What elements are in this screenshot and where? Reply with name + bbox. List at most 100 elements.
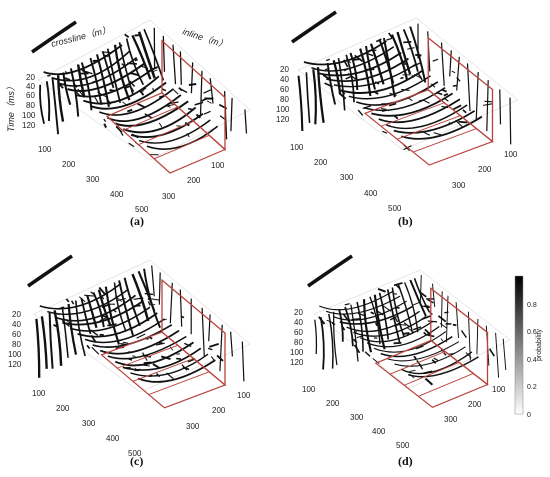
fault-segment — [444, 311, 449, 314]
fault-probability-volume — [307, 254, 511, 389]
fault-segment — [455, 119, 463, 128]
fault-streak — [123, 277, 141, 327]
fault-streak — [486, 80, 489, 132]
colorbar-tick: 0.4 — [527, 357, 537, 364]
fault-segment — [155, 342, 165, 346]
fault-trace — [77, 312, 158, 338]
time-tick: 20 — [280, 65, 289, 74]
fault-streak — [125, 38, 145, 86]
fault-segment — [86, 344, 91, 350]
fault-segment — [397, 323, 407, 326]
fault-segment — [377, 288, 386, 293]
fault-segment — [112, 309, 117, 313]
fault-segment — [126, 357, 133, 361]
fault-streak — [390, 34, 409, 81]
volume-edge — [313, 269, 421, 315]
fault-segment — [65, 298, 70, 303]
time-tick: 120 — [276, 115, 290, 124]
fault-segment — [104, 54, 109, 58]
fault-segment — [53, 323, 58, 328]
fault-streak — [326, 62, 337, 105]
fault-segment — [382, 130, 388, 134]
fault-streak — [27, 254, 73, 288]
fault-streak — [219, 324, 223, 372]
crossline-tick: 300 — [340, 173, 354, 182]
fault-segment — [367, 52, 374, 57]
fault-segment — [364, 105, 372, 109]
highlight-floor-rect — [363, 89, 494, 166]
fault-segment — [415, 345, 424, 350]
crossline-tick: 400 — [106, 434, 120, 443]
highlight-floor-rect — [105, 92, 227, 174]
fault-trace — [363, 86, 446, 112]
fault-segment — [318, 316, 326, 325]
fault-segment — [343, 59, 349, 68]
fault-segment — [134, 368, 141, 372]
highlight-grid-line — [154, 134, 210, 160]
fault-segment — [101, 314, 107, 318]
fault-segment — [144, 292, 154, 296]
fault-trace — [333, 63, 417, 88]
fault-segment — [407, 97, 413, 102]
fault-streak — [40, 316, 48, 369]
highlight-vertical-rect — [161, 39, 226, 151]
time-tick: 60 — [26, 91, 35, 100]
inline-tick: 200 — [478, 165, 492, 174]
fault-segment — [407, 47, 415, 50]
fault-segment — [424, 328, 432, 336]
fault-segment — [91, 346, 100, 355]
time-ticks: 20 40 60 80 100 120 — [8, 310, 22, 369]
fault-segment — [351, 318, 360, 321]
fault-segment — [431, 359, 437, 364]
fault-streak — [495, 332, 500, 378]
axis-ticks: 20 40 60 80 100 120 100 200 300 400 500 … — [8, 310, 251, 458]
crossline-tick: 300 — [82, 419, 96, 428]
fault-segment — [115, 295, 122, 302]
fault-segment — [326, 319, 334, 324]
colorbar-tick: 0 — [527, 412, 531, 419]
fault-segment — [423, 370, 433, 374]
time-tick: 60 — [280, 85, 289, 94]
fault-streak — [344, 306, 354, 347]
fault-segment — [488, 348, 495, 357]
fault-segment — [155, 372, 161, 378]
fault-streak — [328, 313, 334, 369]
fault-streak — [475, 71, 479, 121]
fault-trace — [371, 92, 454, 117]
fault-segment — [116, 297, 126, 302]
fault-segment — [413, 74, 421, 79]
time-axis-title: Time（ms） — [6, 82, 16, 132]
time-tick: 20 — [26, 73, 35, 82]
fault-segment — [178, 87, 183, 92]
fault-segment — [381, 109, 388, 112]
time-tick: 40 — [26, 82, 35, 91]
fault-segment — [418, 98, 427, 102]
fault-streak — [53, 310, 63, 366]
fault-trace — [387, 341, 460, 362]
volume-edge — [149, 259, 251, 345]
fault-streak — [131, 273, 150, 322]
fault-segment — [403, 322, 410, 328]
panel-b: 20 40 60 80 100 120 100 200 300 400 500 … — [276, 10, 519, 228]
colorbar-tick: 0.2 — [527, 384, 537, 391]
fault-segment — [443, 93, 449, 97]
fault-segment — [152, 88, 155, 92]
fault-segment — [149, 374, 153, 377]
fault-segment — [103, 123, 107, 129]
time-tick: 60 — [294, 328, 303, 337]
fault-segment — [465, 352, 472, 359]
fault-segment — [422, 131, 431, 136]
fault-segment — [341, 325, 346, 331]
fault-streak — [402, 29, 419, 72]
fault-segment — [427, 320, 438, 323]
fault-streak — [419, 274, 422, 301]
fault-streak — [499, 89, 502, 125]
fault-trace — [84, 318, 165, 344]
fault-segment — [75, 90, 81, 97]
colorbar-gradient — [514, 275, 524, 415]
fault-segment — [64, 318, 73, 326]
fault-segment — [158, 122, 163, 128]
fault-streak — [319, 317, 325, 370]
fault-segment — [415, 53, 422, 57]
fault-segment — [345, 58, 351, 64]
